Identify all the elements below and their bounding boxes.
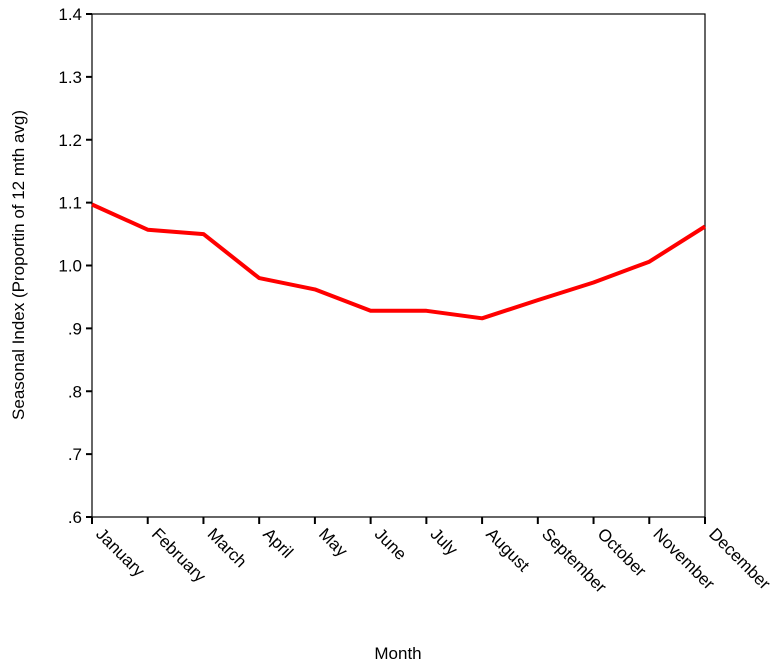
series-layer (91, 202, 707, 321)
y-tick-label: 1.0 (58, 257, 82, 276)
y-tick-label: .9 (68, 319, 82, 338)
x-tick-label: January (92, 524, 149, 581)
y-tick-label: .7 (68, 445, 82, 464)
y-tick-label: .8 (68, 382, 82, 401)
y-tick-label: .6 (68, 508, 82, 527)
series-line (91, 202, 707, 321)
plot-frame (91, 13, 706, 518)
x-tick-label: May (315, 524, 351, 560)
x-tick-label: April (259, 524, 296, 561)
y-axis-label: Seasonal Index (Proportin of 12 mth avg) (9, 110, 28, 420)
x-tick-label: March (204, 524, 251, 571)
x-tick-label: December (705, 524, 774, 593)
x-tick-label: July (427, 524, 462, 559)
x-tick-label: October (594, 524, 650, 580)
x-tick-label: February (148, 524, 210, 586)
y-tick-label: 1.2 (58, 131, 82, 150)
plot-area-border (91, 13, 706, 518)
y-tick-label: 1.3 (58, 68, 82, 87)
y-tick-label: 1.1 (58, 194, 82, 213)
y-axis-ticks: .6 .7 .8 .9 1.0 1.1 1.2 1.3 1.4 (58, 5, 92, 527)
x-tick-label: August (482, 524, 533, 575)
y-tick-label: 1.4 (58, 5, 82, 24)
x-tick-label: June (371, 524, 411, 564)
x-axis-label: Month (374, 644, 421, 663)
